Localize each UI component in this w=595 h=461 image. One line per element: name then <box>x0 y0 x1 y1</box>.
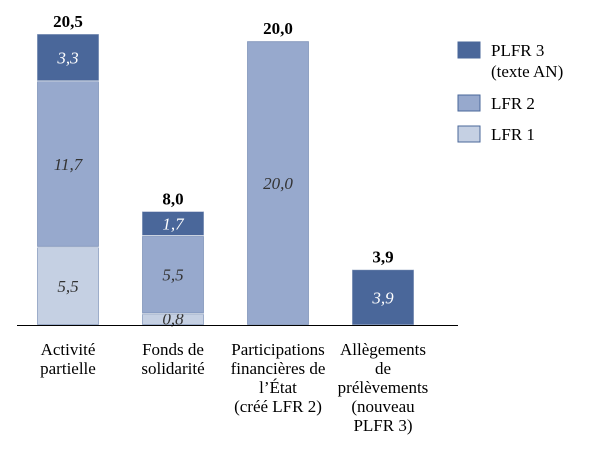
category-label-line: Participations <box>231 340 324 359</box>
category-label-line: prélèvements <box>338 378 429 397</box>
category-label-line: Fonds de <box>142 340 204 359</box>
data-label: 0,8 <box>162 310 184 329</box>
data-label: 3,9 <box>371 288 394 307</box>
legend-label: LFR 1 <box>491 125 535 144</box>
data-label: 11,7 <box>54 155 84 174</box>
data-label: 5,5 <box>57 277 78 296</box>
data-label: 3,3 <box>56 48 78 67</box>
total-label: 20,0 <box>263 19 293 38</box>
bar-segment-outline <box>37 34 99 81</box>
data-label: 1,7 <box>162 215 185 234</box>
data-label: 5,5 <box>162 266 183 285</box>
category-label-line: de <box>375 359 391 378</box>
bar-segment-outline <box>247 41 309 325</box>
legend-label: PLFR 3 <box>491 41 544 60</box>
category-label-line: (créé LFR 2) <box>234 397 322 416</box>
legend-swatch <box>457 94 481 112</box>
data-label: 20,0 <box>263 174 293 193</box>
bar-segment-2-cat-2 <box>141 235 205 315</box>
bar-segment-3-cat-2 <box>141 210 205 237</box>
legend: PLFR 3 (texte AN) LFR 2 LFR 1 <box>457 41 563 144</box>
bar-segment-1-cat-1 <box>36 246 100 326</box>
legend-label: (texte AN) <box>491 62 563 81</box>
legend-swatch <box>457 125 481 143</box>
category-label-line: financières de <box>231 359 326 378</box>
category-label-line: solidarité <box>141 359 204 378</box>
category-label-line: l’État <box>259 378 297 397</box>
total-label: 3,9 <box>372 248 393 267</box>
category-label-line: partielle <box>40 359 96 378</box>
category-label-line: Allègements <box>340 340 426 359</box>
total-label: 8,0 <box>162 189 183 208</box>
category-label-line: (nouveau <box>351 397 415 416</box>
bar-segment-outline <box>352 269 414 326</box>
category-label-line: Activité <box>41 340 96 359</box>
bar-segment-3-cat-4 <box>351 269 415 326</box>
bars-group: 5,5 11,7 3,3 20,5 0,8 5,5 1,7 8,0 20,0 20,0 3,9 3,9 <box>36 12 415 329</box>
total-label: 20,5 <box>53 12 83 31</box>
bar-segment-outline <box>142 211 204 236</box>
bar-segment-2-cat-1 <box>36 80 100 248</box>
category-label-line: PLFR 3) <box>353 416 412 435</box>
legend-label: LFR 2 <box>491 94 535 113</box>
legend-swatch <box>457 41 481 59</box>
bar-segment-outline <box>142 313 204 325</box>
bar-segment-2-cat-3 <box>246 40 310 326</box>
bar-segment-3-cat-1 <box>36 33 100 82</box>
